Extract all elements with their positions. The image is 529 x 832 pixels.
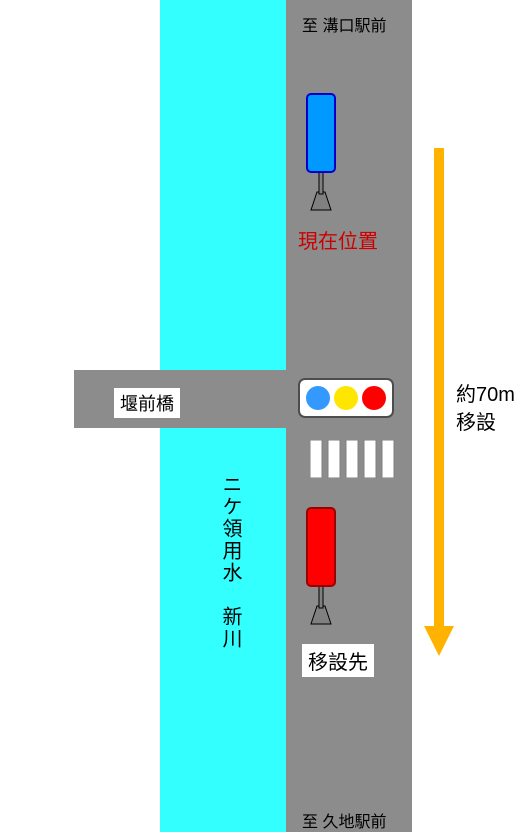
arrow-distance-label: 約70m: [456, 378, 515, 407]
south-destination-label: 至 久地駅前: [302, 808, 386, 832]
new-position-label: 移設先: [302, 644, 374, 677]
current-bus-stop-icon: [303, 92, 339, 212]
bridge-label: 堰前橋: [114, 388, 180, 418]
north-destination-label: 至 溝口駅前: [302, 12, 386, 36]
arrow-action-label: 移設: [456, 406, 496, 435]
current-position-label: 現在位置: [298, 225, 378, 254]
river-name-label: ニケ領用水 新川: [216, 474, 245, 650]
crosswalk-icon: [310, 440, 396, 478]
traffic-light-icon: [298, 378, 394, 418]
new-bus-stop-icon: [303, 506, 339, 626]
relocation-arrow-icon: [424, 148, 454, 658]
